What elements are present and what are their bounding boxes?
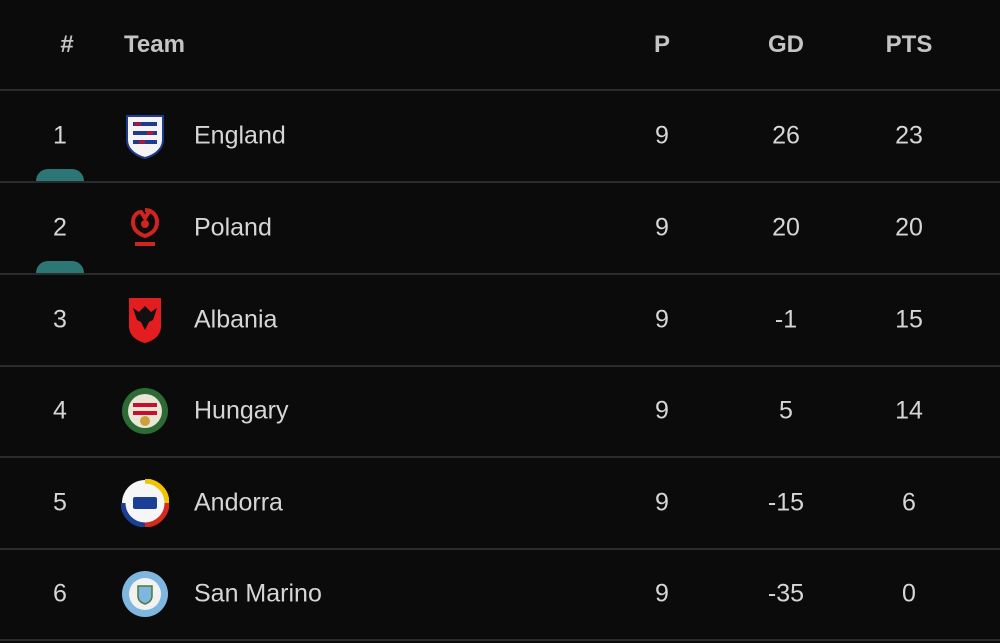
team-crest <box>129 298 161 343</box>
team-name: Albania <box>194 305 278 334</box>
team-name: Hungary <box>194 396 289 425</box>
played: 9 <box>655 579 669 608</box>
goal-difference: 26 <box>772 121 800 150</box>
header-team: Team <box>124 30 185 58</box>
rank: 2 <box>53 213 67 242</box>
team-name: San Marino <box>194 579 322 608</box>
goal-difference: 20 <box>772 213 800 242</box>
goal-difference: 5 <box>779 396 793 425</box>
rank: 3 <box>53 305 67 334</box>
header-row: # Team P GD PTS <box>0 0 1000 91</box>
points: 20 <box>895 213 923 242</box>
team-name: Poland <box>194 213 272 242</box>
played: 9 <box>655 213 669 242</box>
team-name: England <box>194 121 286 150</box>
rank: 6 <box>53 579 67 608</box>
played: 9 <box>655 121 669 150</box>
rank: 4 <box>53 396 67 425</box>
rank: 1 <box>53 121 67 150</box>
qualification-indicator <box>36 261 84 273</box>
points: 6 <box>902 488 916 517</box>
header-goal-difference: GD <box>768 30 804 58</box>
points: 0 <box>902 579 916 608</box>
team-row[interactable]: 5 Andorra 9 -15 6 <box>0 458 1000 550</box>
goal-difference: -15 <box>767 488 805 517</box>
header-rank: # <box>60 30 74 58</box>
team-crest <box>121 479 169 527</box>
played: 9 <box>655 488 669 517</box>
header-played: P <box>653 30 671 58</box>
qualification-indicator <box>36 169 84 181</box>
team-row[interactable]: 4 Hungary 9 5 14 <box>0 366 1000 458</box>
played: 9 <box>655 396 669 425</box>
team-row[interactable]: 6 San Marino 9 -35 0 <box>0 549 1000 641</box>
points: 23 <box>895 121 923 150</box>
goal-difference: -1 <box>774 305 798 334</box>
rank: 5 <box>53 488 67 517</box>
points: 14 <box>895 396 923 425</box>
team-row[interactable]: 1 England 9 26 23 <box>0 91 1000 183</box>
points: 15 <box>895 305 923 334</box>
team-crest <box>122 388 168 434</box>
team-crest <box>122 571 168 617</box>
header-points: PTS <box>885 30 933 58</box>
team-name: Andorra <box>194 488 283 517</box>
played: 9 <box>655 305 669 334</box>
team-row[interactable]: 2 Poland 9 20 20 <box>0 183 1000 275</box>
team-crest <box>130 208 160 246</box>
team-row[interactable]: 3 Albania 9 -1 15 <box>0 275 1000 367</box>
team-crest <box>126 115 164 160</box>
goal-difference: -35 <box>767 579 805 608</box>
